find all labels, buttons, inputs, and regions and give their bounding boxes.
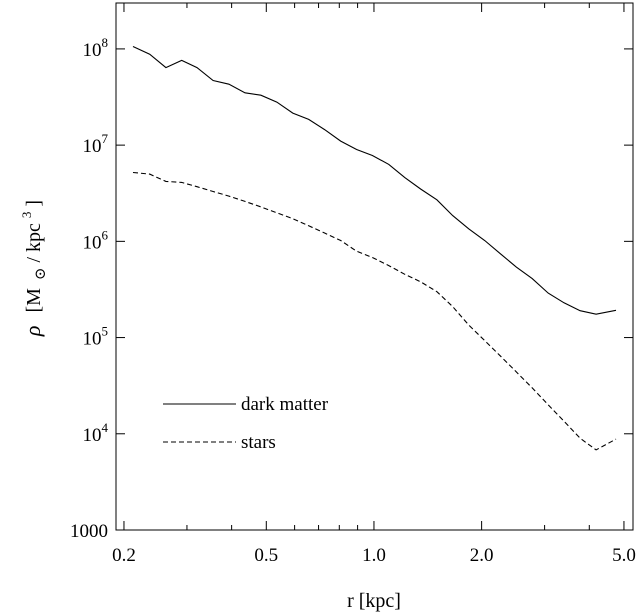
y-tick-label: 107 — [83, 131, 109, 157]
y-tick-base: 10 — [83, 232, 102, 253]
x-tick-label: 5.0 — [612, 545, 636, 566]
y-tick-base: 1000 — [70, 521, 108, 542]
axis-ticks — [116, 3, 633, 531]
y-tick-exponent: 5 — [102, 324, 109, 339]
legend-label: stars — [241, 432, 276, 453]
x-tick-label: 0.5 — [254, 545, 278, 566]
x-tick-label: 1.0 — [362, 545, 386, 566]
y-tick-exponent: 4 — [102, 420, 109, 435]
y-axis-open: [M — [23, 288, 45, 313]
y-axis-symbol: ρ — [20, 326, 45, 338]
plot-frame — [115, 2, 634, 531]
legend-label: dark matter — [241, 394, 329, 415]
y-tick-exponent: 8 — [102, 35, 109, 50]
y-tick-label: 108 — [83, 35, 109, 61]
y-tick-label: 105 — [83, 324, 109, 350]
y-tick-label: 1000 — [70, 521, 108, 542]
y-tick-base: 10 — [83, 329, 102, 350]
series-line-dark-matter — [132, 46, 617, 315]
x-axis-title: r [kpc] — [347, 590, 401, 612]
series-layer — [132, 46, 617, 451]
y-axis-sun: ⊙ — [33, 268, 49, 281]
y-tick-base: 10 — [83, 425, 102, 446]
x-tick-labels: 0.2 0.5 1.0 2.0 5.0 — [112, 545, 636, 566]
y-tick-exponent: 7 — [102, 131, 109, 146]
y-tick-label: 104 — [83, 420, 109, 446]
y-tick-base: 10 — [83, 136, 102, 157]
legend: dark matter stars — [163, 394, 329, 453]
y-tick-exponent: 6 — [102, 227, 109, 242]
series-line-stars — [132, 171, 617, 451]
y-tick-base: 10 — [83, 40, 102, 61]
x-tick-label: 0.2 — [112, 545, 136, 566]
y-axis-title: ρ [M ⊙ / kpc 3 ] — [14, 200, 50, 337]
y-axis-exponent: 3 — [19, 212, 34, 219]
y-axis-unit: / kpc — [23, 223, 45, 263]
y-tick-label: 106 — [83, 227, 109, 253]
x-tick-label: 2.0 — [470, 545, 494, 566]
y-axis-close: ] — [23, 200, 45, 207]
